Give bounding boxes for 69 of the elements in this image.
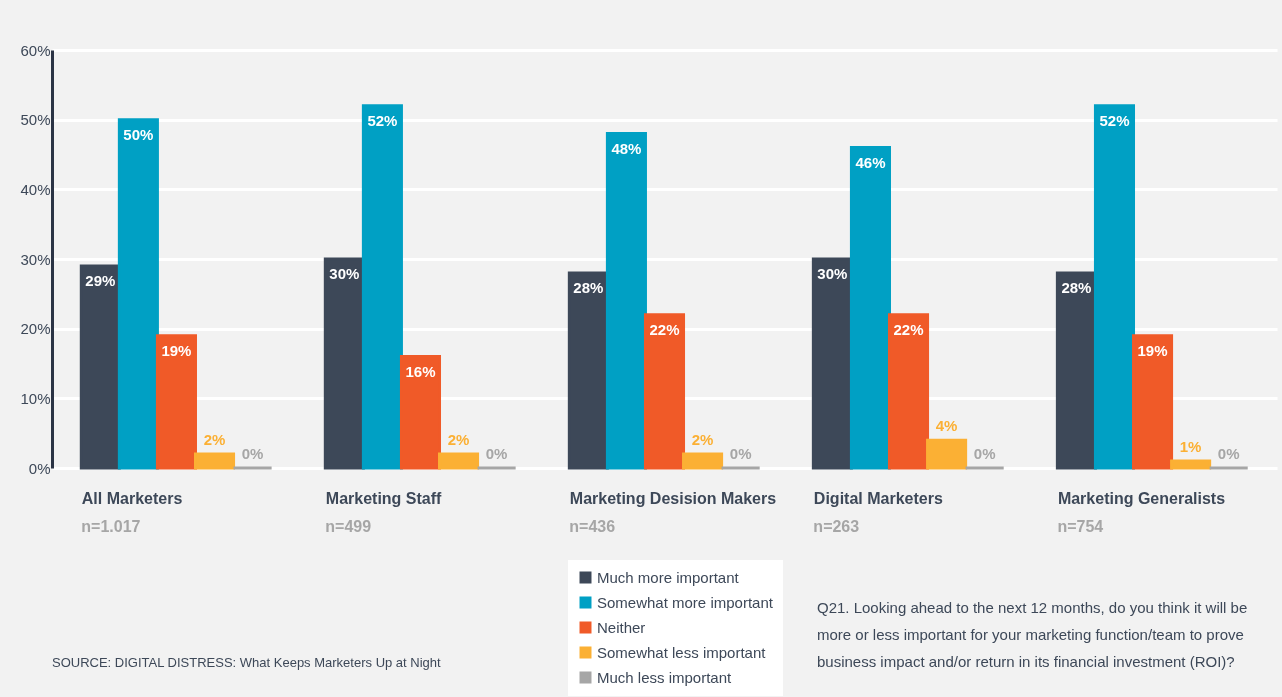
y-tick-label: 50%	[20, 111, 51, 129]
legend-label: Much more important	[597, 568, 740, 586]
data-label: 1%	[1179, 438, 1202, 456]
y-tick-label: 0%	[28, 459, 51, 477]
bar	[1132, 334, 1174, 470]
bar	[361, 104, 403, 470]
data-label: 48%	[611, 139, 642, 157]
legend-label: Somewhat more important	[597, 593, 774, 611]
data-label: 52%	[1099, 111, 1130, 129]
text: Q21. Looking ahead to the next 12 months, do you think it will be more or less important for your marketing function/team to prove business impact and/or return in its financial investment (ROI)?	[817, 599, 1248, 670]
bar	[849, 146, 891, 470]
data-label: 2%	[691, 431, 714, 449]
bar	[1093, 104, 1136, 470]
legend-label: Somewhat less important	[597, 643, 767, 661]
data-label: 0%	[973, 445, 996, 462]
data-label: 4%	[935, 417, 958, 435]
data-label: 19%	[1137, 341, 1168, 359]
bar	[1055, 271, 1097, 470]
bar	[811, 257, 853, 470]
data-label: 0%	[1217, 445, 1240, 462]
data-label: 30%	[817, 265, 848, 282]
bar	[117, 118, 159, 470]
data-label: 2%	[203, 431, 226, 449]
data-label: 46%	[855, 153, 886, 171]
data-label: 16%	[405, 362, 436, 380]
legend-label: Much less important	[597, 668, 733, 686]
data-label: 28%	[1061, 278, 1092, 296]
source-note: SOURCE: DIGITAL DISTRESS: What Keeps Marketers Up at Night	[52, 655, 442, 670]
data-label: 19%	[161, 341, 192, 359]
data-label: 2%	[447, 431, 470, 449]
data-label: 30%	[329, 265, 360, 282]
y-tick-label: 20%	[20, 320, 51, 338]
bar	[1170, 459, 1212, 470]
bar	[605, 132, 647, 470]
y-tick-label: 30%	[20, 250, 51, 268]
x-tick-label: Marketing Desision Makers	[569, 489, 777, 507]
text: n=499	[325, 518, 372, 535]
bar	[643, 313, 686, 470]
x-tick-label: Marketing Staff	[325, 489, 443, 507]
bar	[567, 271, 609, 470]
x-tick-label: All Marketers	[81, 489, 183, 507]
bar	[438, 452, 480, 470]
text: n=754	[1057, 518, 1104, 535]
data-label: 28%	[573, 278, 604, 296]
data-label: 52%	[367, 111, 398, 129]
bar	[323, 257, 365, 470]
bar	[193, 452, 236, 470]
data-label: 22%	[649, 320, 680, 338]
bar	[682, 452, 724, 470]
x-tick-label: Digital Marketers	[813, 489, 943, 507]
x-tick-label: Marketing Generalists	[1057, 489, 1226, 507]
text: n=1.017	[81, 518, 141, 535]
data-label: 0%	[729, 445, 752, 462]
bar	[155, 334, 197, 470]
bar	[926, 438, 968, 470]
legend-label: Neither	[597, 618, 646, 636]
text: n=436	[569, 518, 616, 535]
data-label: 22%	[893, 320, 924, 338]
bar	[399, 355, 442, 470]
bar	[887, 313, 930, 470]
y-tick-label: 40%	[20, 180, 51, 198]
y-tick-label: 10%	[20, 389, 51, 407]
text: n=263	[813, 518, 860, 535]
bar	[79, 264, 121, 470]
data-label: 0%	[485, 445, 508, 462]
y-tick-label: 60%	[20, 41, 51, 59]
data-label: 0%	[241, 445, 264, 462]
data-label: 50%	[123, 125, 154, 143]
data-label: 29%	[85, 271, 116, 289]
